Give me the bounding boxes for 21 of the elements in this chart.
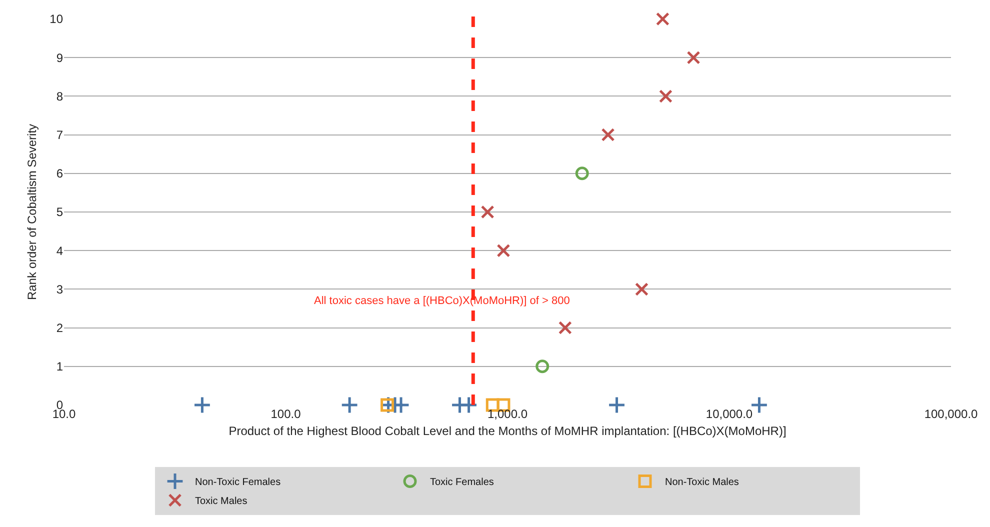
annotation: All toxic cases have a [(HBCo)X(MoMoHR)] of > 800 [314,295,570,307]
y-tick-label: 4 [56,244,64,258]
x-tick-label: 100.0 [270,407,302,421]
legend-label: Non-Toxic Males [665,477,739,488]
x-tick-label: 10,000.0 [706,407,753,421]
x-tick-label: 100,000.0 [924,407,978,421]
y-tick-label: 8 [56,89,64,104]
y-tick-label: 7 [56,128,64,142]
legend-label: Toxic Females [430,477,494,488]
y-axis-title: Rank order of Cobaltism Severity [24,124,39,300]
x-tick-label: 1,000.0 [487,407,528,421]
legend-label: Non-Toxic Females [195,477,281,488]
y-tick-label: 10 [50,12,64,26]
legend-label: Toxic Males [195,496,248,508]
y-tick-label: 2 [56,321,64,335]
y-tick-label: 9 [56,50,64,65]
y-tick-label: 6 [56,166,64,181]
x-axis-title: Product of the Highest Blood Cobalt Level and the Months of MoMHR implantation: [(HBCo)X(MoMoHR)] [228,424,786,438]
y-tick-label: 3 [56,282,64,296]
y-tick-label: 1 [56,360,64,374]
y-tick-label: 5 [56,205,64,220]
